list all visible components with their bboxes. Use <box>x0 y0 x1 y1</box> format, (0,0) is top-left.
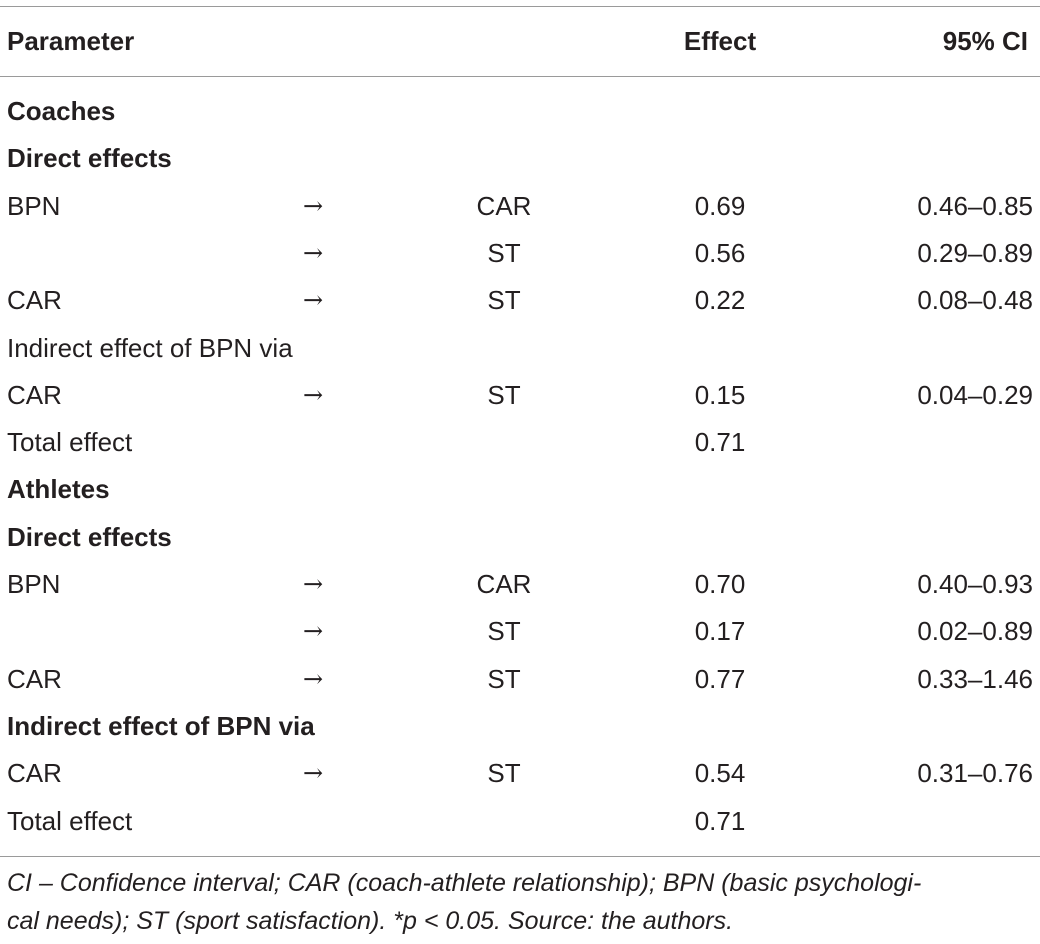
row-parameter: CAR <box>7 758 62 789</box>
table-header-rule <box>0 76 1040 77</box>
row-parameter: Total effect <box>7 805 133 836</box>
row-parameter: CAR <box>7 285 62 316</box>
row-arrow: → <box>302 380 324 409</box>
row-arrow: → <box>302 570 324 598</box>
row-parameter: Athletes <box>7 474 110 505</box>
row-parameter: Total effect <box>7 427 133 458</box>
table-row: Indirect effect of BPN via <box>0 325 1040 372</box>
table-row: Direct effects <box>0 135 1040 182</box>
row-ci: 0.33–1.46 <box>917 663 1033 694</box>
row-target: ST <box>487 616 521 647</box>
header-effect: Effect <box>683 26 757 56</box>
row-parameter: CAR <box>7 379 62 410</box>
row-effect: 0.69 <box>694 190 746 221</box>
row-ci: 0.29–0.89 <box>917 237 1033 268</box>
row-target: CAR <box>476 569 532 599</box>
row-effect: 0.71 <box>694 805 746 836</box>
row-effect: 0.15 <box>694 379 746 410</box>
row-effect: 0.22 <box>694 285 746 316</box>
table-row: → ST 0.17 0.02–0.89 <box>0 608 1040 655</box>
table-row: → ST 0.56 0.29–0.89 <box>0 230 1040 277</box>
table-top-rule <box>0 6 1040 7</box>
table-header-row: Parameter Effect 95% CI <box>0 18 1040 65</box>
row-parameter: Direct effects <box>7 521 172 552</box>
row-arrow: → <box>302 664 324 693</box>
row-target: CAR <box>476 190 532 221</box>
footnote-line-1: CI – Confidence interval; CAR (coach-ath… <box>7 869 922 897</box>
row-effect: 0.54 <box>694 758 746 789</box>
table-row: Athletes <box>0 466 1040 513</box>
row-target: ST <box>487 237 521 268</box>
table-row: Total effect 0.71 <box>0 419 1040 466</box>
row-effect: 0.70 <box>694 569 746 599</box>
row-arrow: → <box>302 286 324 315</box>
row-target: ST <box>487 379 521 410</box>
table-row: BPN → CAR 0.69 0.46–0.85 <box>0 183 1040 230</box>
row-parameter: BPN <box>7 569 61 599</box>
table-row: CAR → ST 0.15 0.04–0.29 <box>0 372 1040 419</box>
row-parameter: Indirect effect of BPN via <box>7 332 293 363</box>
row-effect: 0.71 <box>694 427 746 458</box>
row-arrow: → <box>302 759 324 788</box>
row-parameter: Indirect effect of BPN via <box>7 710 315 741</box>
header-ci: 95% CI <box>942 26 1028 56</box>
row-effect: 0.77 <box>694 663 746 694</box>
table-bottom-rule <box>0 856 1040 857</box>
row-ci: 0.04–0.29 <box>917 379 1033 410</box>
row-target: ST <box>487 663 521 694</box>
table-footnote: CI – Confidence interval; CAR (coach-ath… <box>7 864 1037 940</box>
table-row: CAR → ST 0.77 0.33–1.46 <box>0 656 1040 703</box>
table-row: CAR → ST 0.22 0.08–0.48 <box>0 277 1040 324</box>
table-row: Coaches <box>0 88 1040 135</box>
row-ci: 0.46–0.85 <box>917 190 1033 221</box>
row-target: ST <box>487 758 521 789</box>
header-parameter: Parameter <box>7 26 135 56</box>
row-parameter: CAR <box>7 663 62 694</box>
row-arrow: → <box>302 238 324 267</box>
row-target: ST <box>487 285 521 316</box>
table-row: Total effect 0.71 <box>0 798 1040 845</box>
table-row: BPN → CAR 0.70 0.40–0.93 <box>0 561 1040 608</box>
table-row: Indirect effect of BPN via <box>0 703 1040 750</box>
row-arrow: → <box>302 191 324 220</box>
row-ci: 0.02–0.89 <box>917 616 1033 647</box>
table-row: Direct effects <box>0 514 1040 561</box>
row-ci: 0.40–0.93 <box>917 569 1033 599</box>
footnote-line-2: cal needs); ST (sport satisfaction). *p … <box>7 907 734 935</box>
row-effect: 0.56 <box>694 237 746 268</box>
row-parameter: Coaches <box>7 96 116 126</box>
row-parameter: BPN <box>7 190 61 221</box>
row-ci: 0.31–0.76 <box>917 758 1033 789</box>
table-row: CAR → ST 0.54 0.31–0.76 <box>0 750 1040 797</box>
row-parameter: Direct effects <box>7 143 172 174</box>
row-arrow: → <box>302 617 324 646</box>
row-ci: 0.08–0.48 <box>917 285 1033 316</box>
row-effect: 0.17 <box>694 616 746 647</box>
